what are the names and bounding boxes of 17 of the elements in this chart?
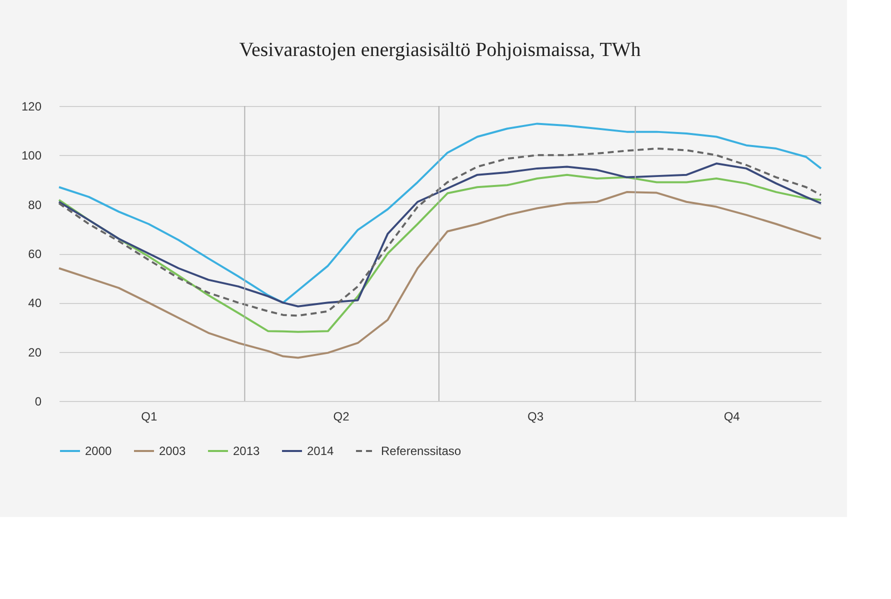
y-tick-label: 60 <box>28 247 42 261</box>
y-tick-label: 120 <box>21 100 42 114</box>
legend-label: 2000 <box>85 444 112 458</box>
legend-label: 2003 <box>159 444 186 458</box>
legend-label: Referenssitaso <box>381 444 462 458</box>
y-tick-label: 100 <box>21 148 42 163</box>
y-tick-label: 40 <box>28 296 42 310</box>
legend-label: 2014 <box>307 444 334 458</box>
x-tick-label: Q3 <box>527 410 544 424</box>
x-tick-label: Q4 <box>724 410 740 424</box>
y-tick-label: 80 <box>28 198 42 212</box>
y-tick-label: 0 <box>34 394 42 408</box>
legend-label: 2013 <box>233 444 260 458</box>
x-tick-label: Q2 <box>333 410 350 424</box>
y-tick-label: 20 <box>28 345 42 360</box>
x-tick-label: Q1 <box>141 410 158 424</box>
chart-title: Vesivarastojen energiasisältö Pohjoismaissa, TWh <box>239 39 641 61</box>
